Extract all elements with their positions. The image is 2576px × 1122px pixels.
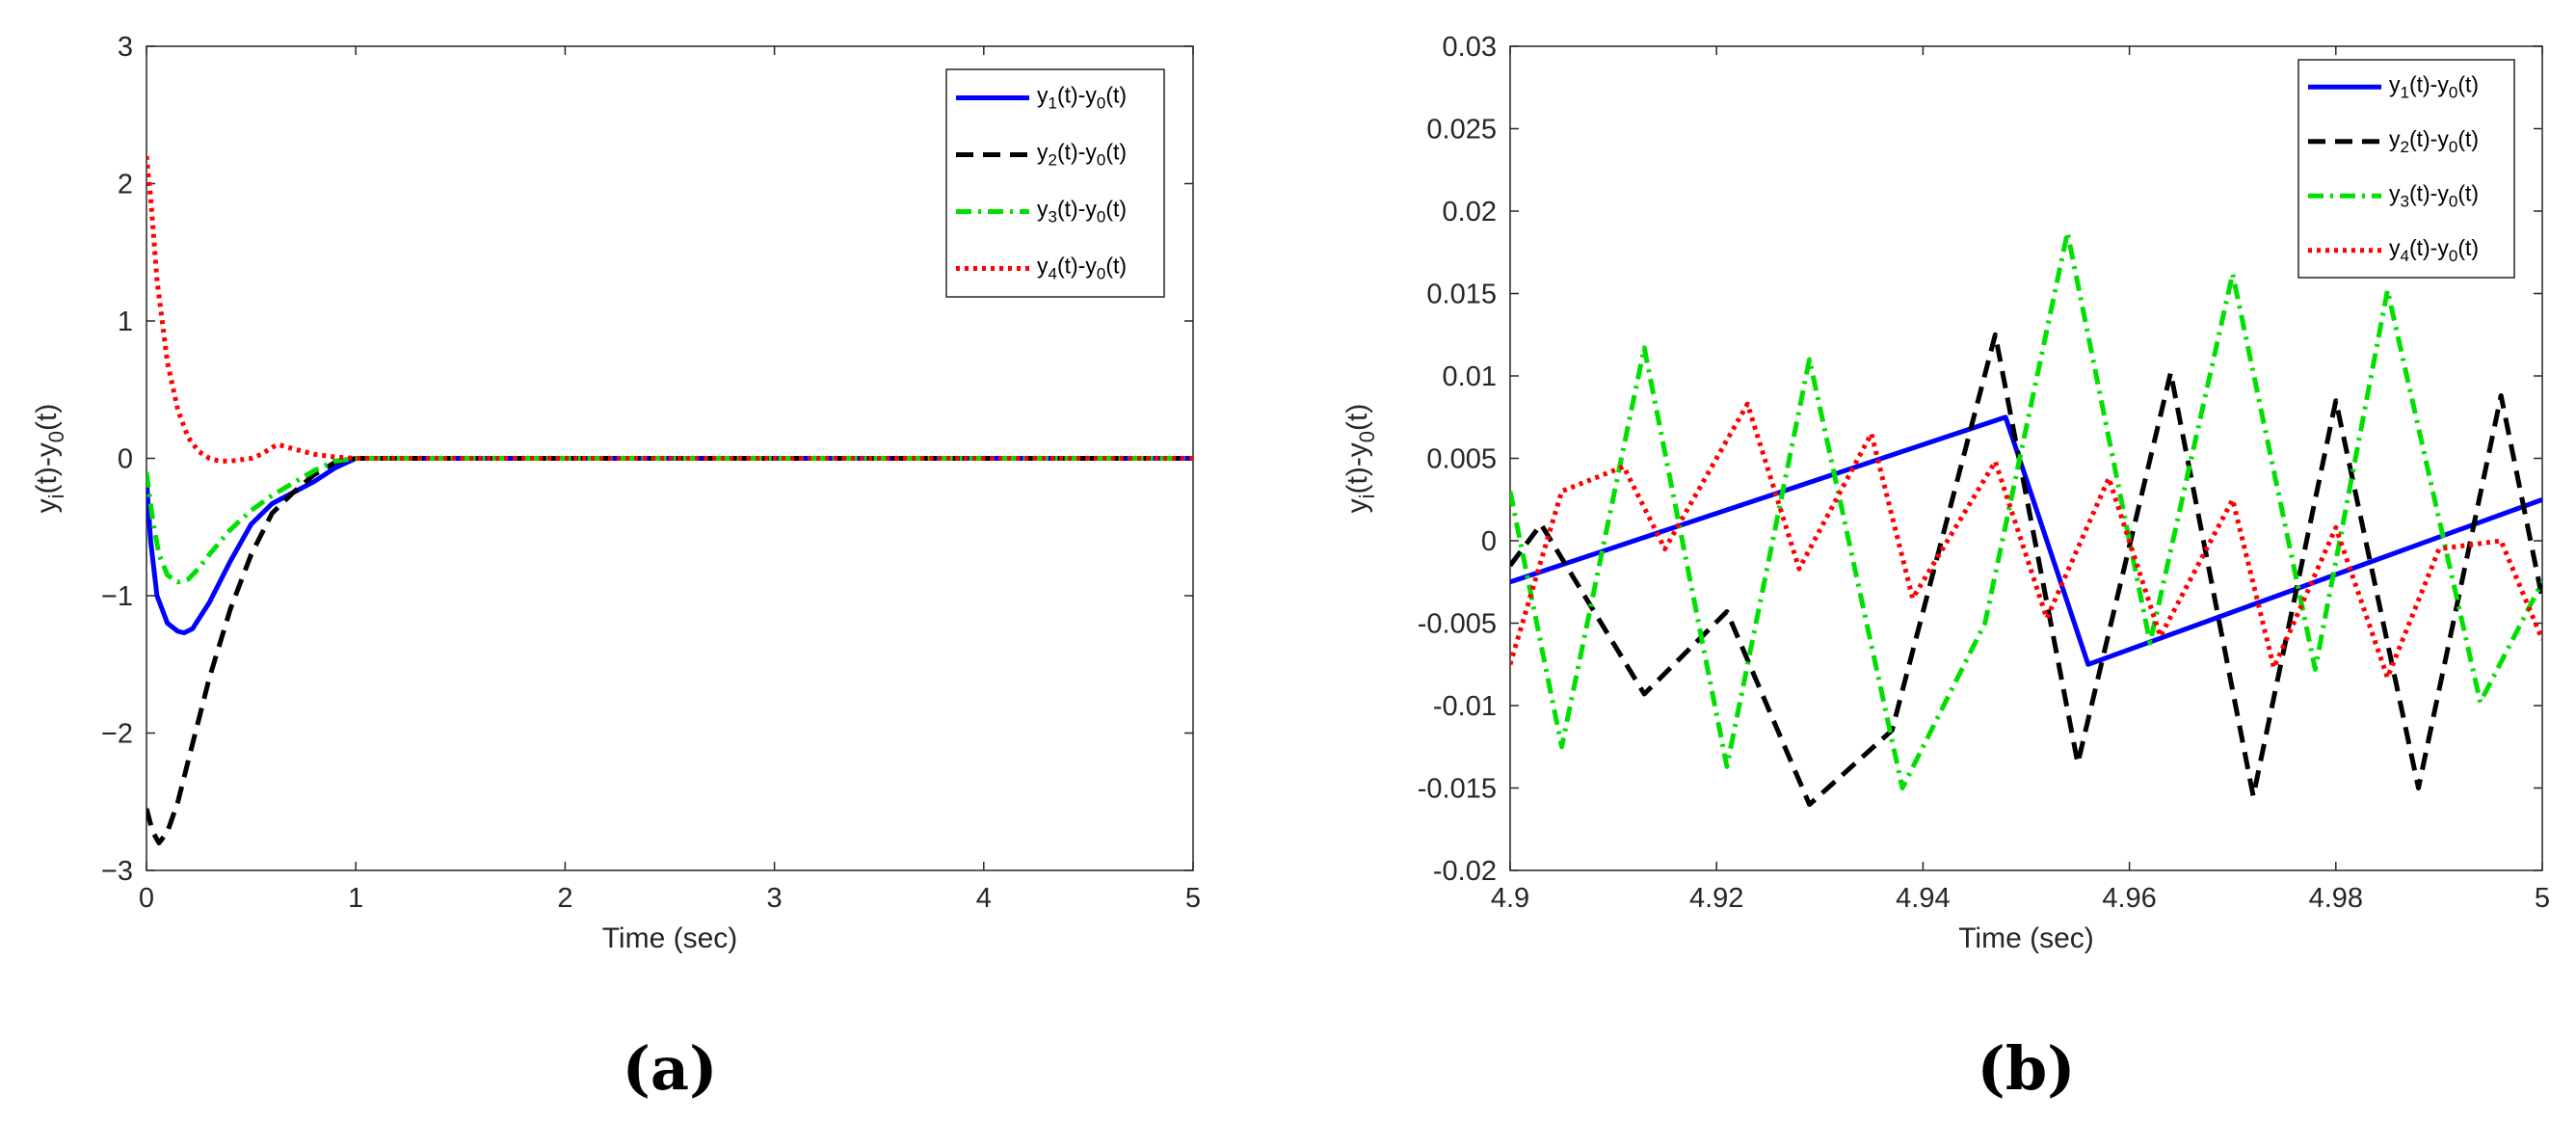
x-tick-label: 3 — [767, 883, 783, 914]
x-tick-label: 4.94 — [1896, 883, 1950, 914]
panel-label: (b) — [1977, 1033, 2075, 1104]
legend: y1​(t)-y0​(t) y2​(t)-y0​(t) y3​(t)-y0​(t) y… — [945, 68, 1165, 298]
x-tick-label: 4.96 — [2102, 883, 2156, 914]
panel-b-chart: 4.9 4.92 4.94 4.96 4.98 5 0.03 0.025 0.02 0.015 0.… — [1341, 32, 2550, 1104]
y-tick-label: 3 — [118, 32, 133, 63]
x-tick-label: 4 — [976, 883, 992, 914]
y-tick-label: -0.015 — [1418, 774, 1497, 805]
legend-label-2: y2​(t)-y0​(t) — [2389, 126, 2479, 156]
x-tick-label: 4.9 — [1491, 883, 1529, 914]
series-line-4 — [146, 155, 1193, 464]
x-axis-label: Time (sec) — [1958, 922, 2094, 954]
y-tick-label: −3 — [101, 856, 133, 887]
y-tick-label: 0.015 — [1426, 280, 1497, 310]
y-tick-label: 1 — [118, 307, 133, 337]
x-tick-label: 2 — [557, 883, 572, 914]
y-tick-label: 2 — [118, 170, 133, 200]
y-tick-label: −1 — [101, 581, 133, 612]
x-tick-label: 5 — [2535, 883, 2550, 914]
series-line-1 — [1510, 414, 2542, 667]
legend-box — [945, 68, 1165, 298]
panel-a-chart: 0 1 2 3 4 5 3 2 1 0 −1 −2 −3 Time (sec) yi​(t)-y0​(t) y… — [31, 32, 1201, 1104]
legend-label-3: y3​(t)-y0​(t) — [1037, 197, 1127, 227]
legend-label-3: y3​(t)-y0​(t) — [2389, 180, 2479, 210]
y-tick-label: -0.01 — [1433, 691, 1497, 722]
legend-box — [2297, 59, 2515, 279]
y-tick-label: 0 — [1481, 526, 1497, 557]
legend-label-1: y1​(t)-y0​(t) — [2389, 71, 2479, 101]
x-tick-label: 5 — [1185, 883, 1201, 914]
y-axis-label: yi​(t)-y0​(t) — [31, 404, 68, 514]
legend-label-4: y4​(t)-y0​(t) — [2389, 235, 2479, 265]
y-tick-label: 0 — [118, 444, 133, 475]
y-tick-label: 0.005 — [1426, 444, 1497, 475]
y-tick-label: 0.03 — [1443, 32, 1497, 63]
y-axis-label: yi​(t)-y0​(t) — [1341, 404, 1379, 514]
series-line-3 — [1510, 229, 2542, 790]
legend-label-1: y1​(t)-y0​(t) — [1037, 83, 1127, 113]
y-tick-label: −2 — [101, 719, 133, 750]
panel-label: (a) — [623, 1033, 718, 1104]
x-tick-label: 4.92 — [1689, 883, 1743, 914]
y-tick-label: -0.005 — [1418, 609, 1497, 640]
y-tick-label: 0.025 — [1426, 115, 1497, 146]
x-tick-label: 0 — [139, 883, 154, 914]
y-tick-label: 0.01 — [1443, 361, 1497, 392]
legend-label-2: y2​(t)-y0​(t) — [1037, 140, 1127, 170]
y-tick-label: 0.02 — [1443, 197, 1497, 227]
x-axis-label: Time (sec) — [602, 922, 738, 954]
legend: y1​(t)-y0​(t) y2​(t)-y0​(t) y3​(t)-y0​(t) y… — [2297, 59, 2515, 279]
x-tick-label: 1 — [348, 883, 363, 914]
y-tick-label: -0.02 — [1433, 856, 1497, 887]
legend-label-4: y4​(t)-y0​(t) — [1037, 254, 1127, 283]
x-tick-label: 4.98 — [2309, 883, 2363, 914]
series-line-4 — [1510, 401, 2542, 681]
